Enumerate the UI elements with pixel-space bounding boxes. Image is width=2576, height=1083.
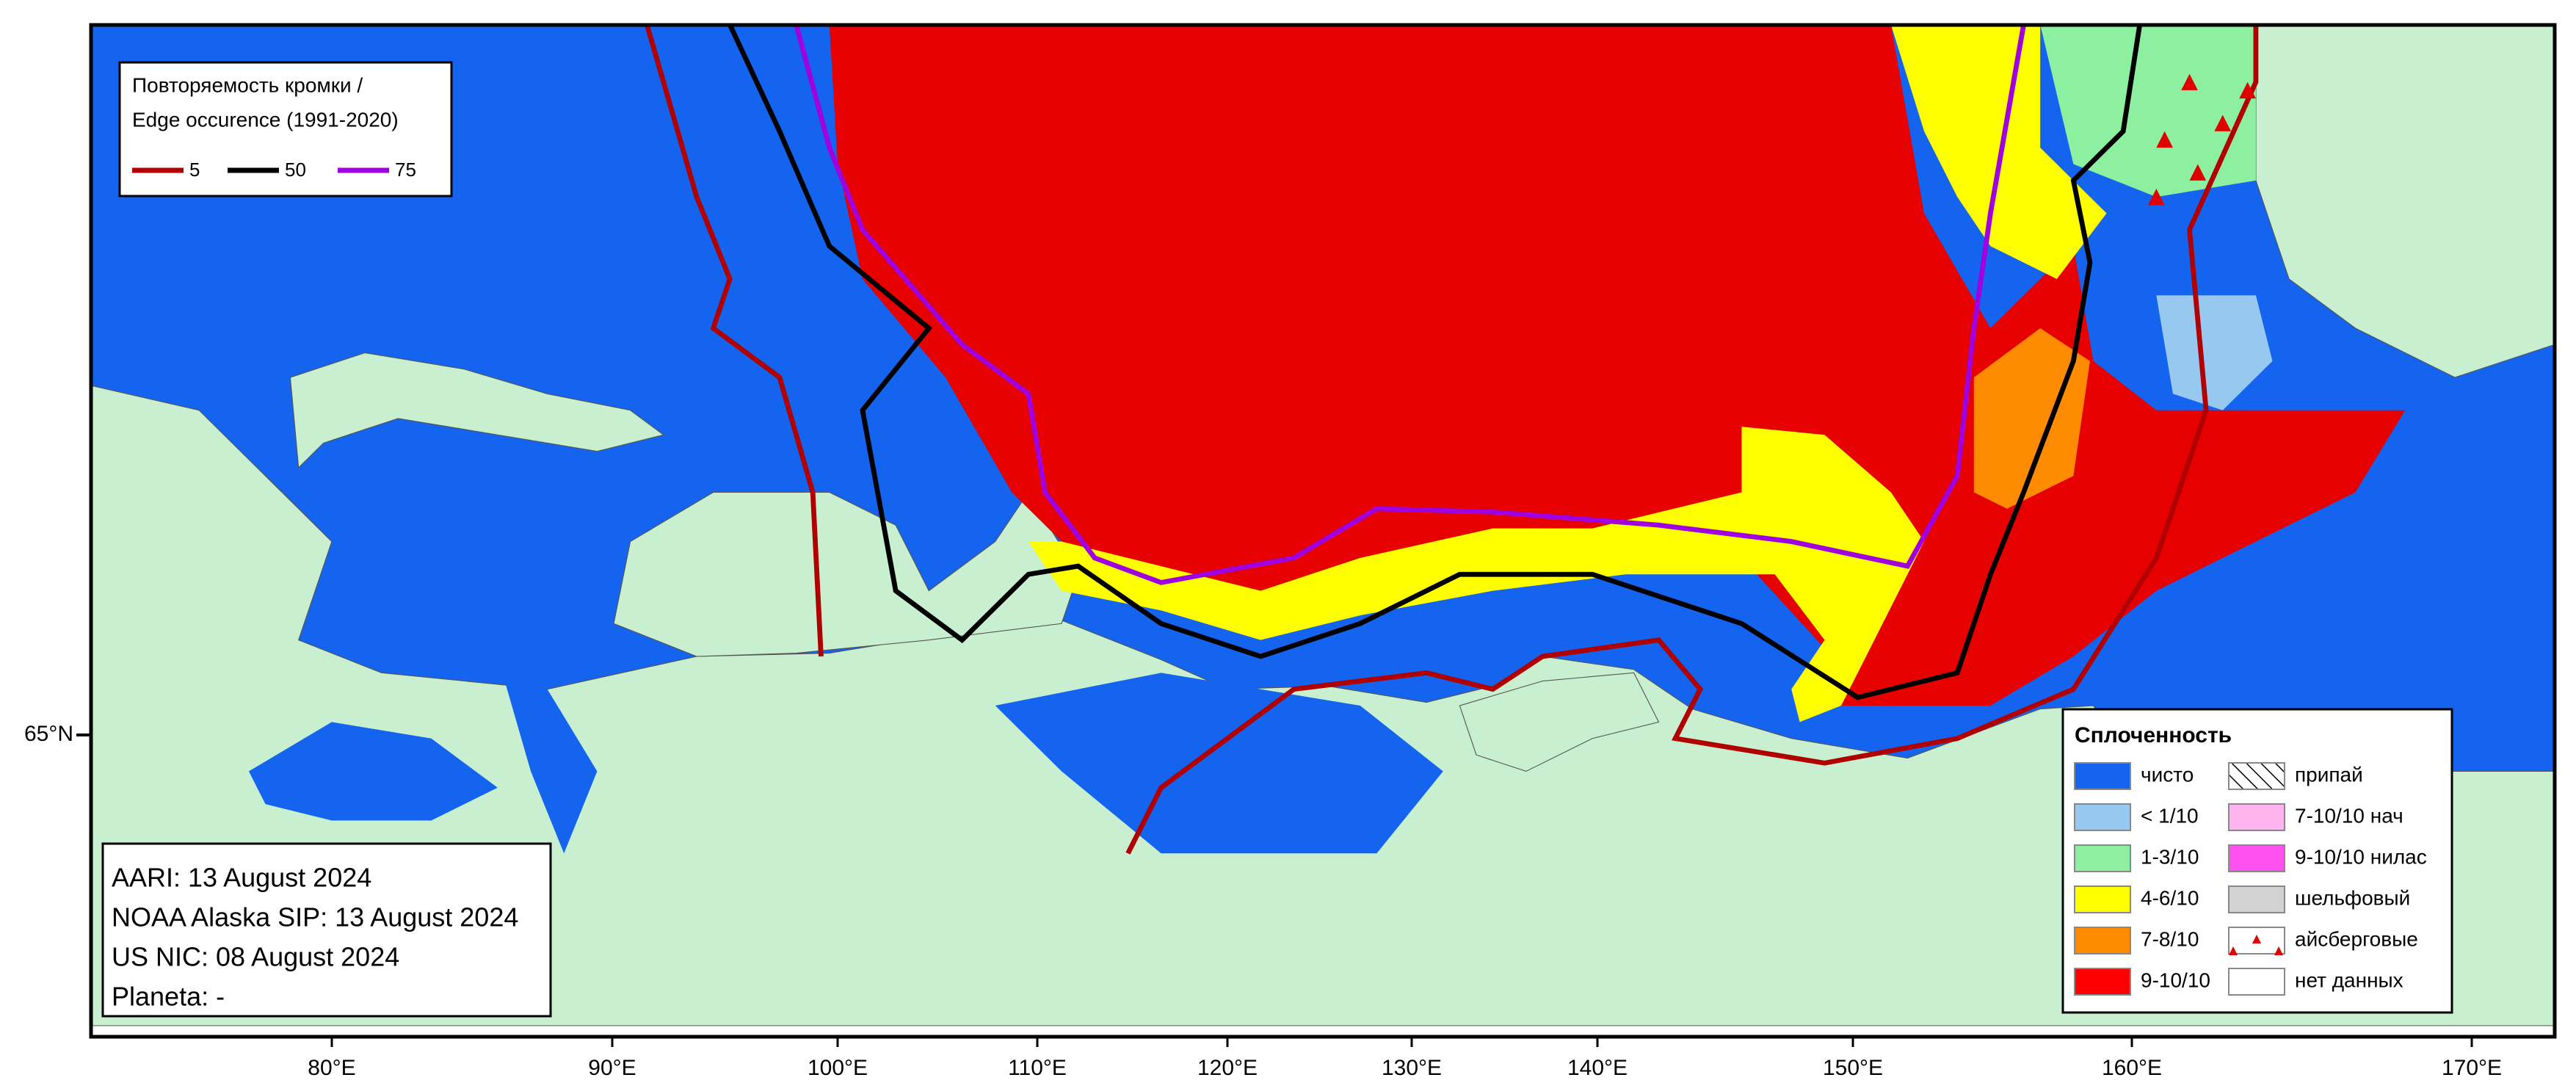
source-line: AARI: 13 August 2024 xyxy=(112,863,371,893)
legend-swatch xyxy=(2228,762,2285,790)
sources-box: AARI: 13 August 2024 NOAA Alaska SIP: 13 … xyxy=(101,842,552,1018)
legend-label: айсберговые xyxy=(2295,927,2418,950)
legend-subtitle: Edge occurence (1991-2020) xyxy=(132,108,399,131)
legend-label: 1-3/10 xyxy=(2141,845,2199,868)
legend-label: 5 xyxy=(189,159,200,181)
legend-swatch xyxy=(2074,844,2131,872)
legend-swatch xyxy=(2228,968,2285,996)
legend-label: припай xyxy=(2295,763,2363,786)
lon-label: 170°E xyxy=(2442,1056,2502,1080)
legend-title: Сплоченность xyxy=(2075,723,2232,747)
legend-swatch xyxy=(2074,968,2131,996)
edge-legend: Повторяемость кромки / Edge occurence (1… xyxy=(118,61,453,198)
legend-label: 7-10/10 нач xyxy=(2295,804,2403,827)
legend-label: 75 xyxy=(395,159,416,181)
land xyxy=(1459,672,1660,772)
gulf xyxy=(497,656,598,854)
iceberg-symbol xyxy=(2229,946,2238,955)
ice-lt-1 xyxy=(2156,295,2273,410)
legend-label: 4-6/10 xyxy=(2141,886,2199,909)
legend-swatch xyxy=(2074,927,2131,955)
legend-swatch xyxy=(2074,885,2131,913)
legend-swatch xyxy=(2228,844,2285,872)
legend-swatch xyxy=(2074,803,2131,831)
ice-9-10 xyxy=(829,25,2406,706)
gulf xyxy=(995,673,1443,854)
legend-label: шельфовый xyxy=(2295,886,2410,909)
lon-label: 110°E xyxy=(1008,1056,1067,1080)
map-frame xyxy=(89,23,2557,1039)
legend-title: Повторяемость кромки / xyxy=(132,73,363,96)
land xyxy=(289,352,665,469)
legend-label: 50 xyxy=(285,159,306,181)
gulf xyxy=(248,722,498,821)
edge-5 xyxy=(1125,25,2259,855)
concentration-legend: Сплоченность чисто < 1/10 1-3/10 4-6/10 7-8/… xyxy=(2061,708,2453,1014)
lon-label: 160°E xyxy=(2102,1056,2162,1080)
lon-label: 130°E xyxy=(1382,1056,1442,1080)
icebergs xyxy=(2148,73,2256,206)
lon-label: 140°E xyxy=(1567,1056,1628,1080)
legend-label: 7-8/10 xyxy=(2141,927,2199,950)
iceberg-symbol xyxy=(2252,935,2261,943)
lon-label: 150°E xyxy=(1823,1056,1883,1080)
legend-label: чисто xyxy=(2141,763,2194,786)
lon-label: 100°E xyxy=(808,1056,868,1080)
lon-label: 80°E xyxy=(308,1056,355,1080)
edge-50 xyxy=(728,25,2143,700)
lon-label: 120°E xyxy=(1197,1056,1258,1080)
legend-label: 9-10/10 xyxy=(2141,968,2210,991)
ice-7-8 xyxy=(1973,327,2090,509)
legend-swatch xyxy=(2074,762,2131,790)
edge-5 xyxy=(644,25,824,657)
legend-label: 9-10/10 нилас xyxy=(2295,845,2427,868)
source-line: NOAA Alaska SIP: 13 August 2024 xyxy=(112,902,518,932)
source-line: US NIC: 08 August 2024 xyxy=(112,942,399,972)
lat-label: 65°N xyxy=(24,722,73,746)
sources-frame xyxy=(101,842,552,1018)
source-line: Planeta: - xyxy=(112,982,225,1012)
legend-swatch xyxy=(2228,885,2285,913)
ice-1-3 xyxy=(2040,25,2256,198)
lon-label: 90°E xyxy=(588,1056,636,1080)
lon-labels: 80°E 90°E 100°E 110°E 120°E 130°E 140°E 150°E 16… xyxy=(308,1037,2502,1080)
legend-label: < 1/10 xyxy=(2141,804,2199,827)
edge-75 xyxy=(794,25,2026,585)
legend-swatch xyxy=(2228,803,2285,831)
iceberg-symbol xyxy=(2274,946,2283,955)
legend-box xyxy=(118,61,453,198)
legend-label: нет данных xyxy=(2295,968,2403,991)
